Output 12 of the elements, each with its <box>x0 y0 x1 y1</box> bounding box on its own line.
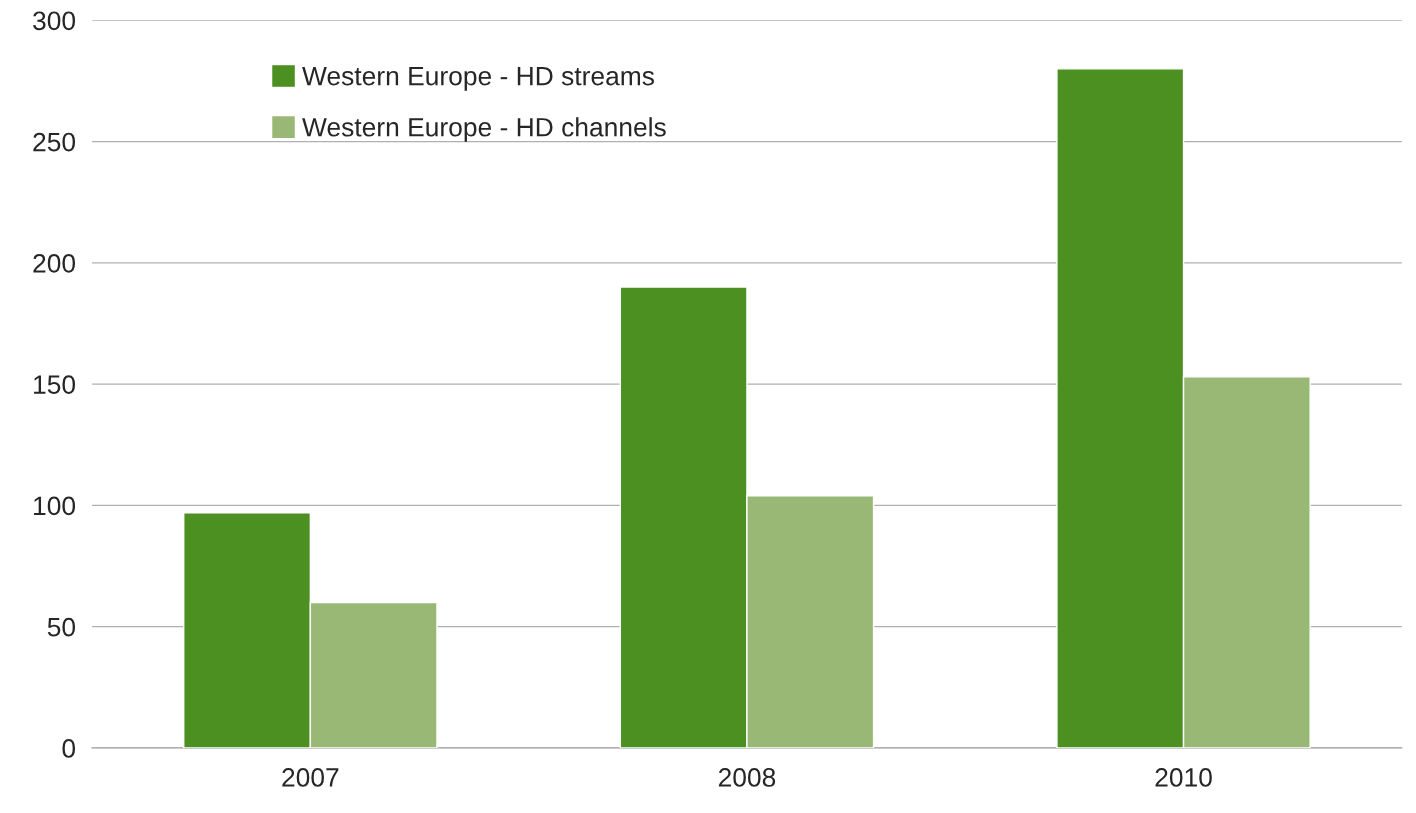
x-tick-label: 2010 <box>1155 768 1212 787</box>
legend-label: Western Europe - HD channels <box>302 117 666 142</box>
legend-label: Western Europe - HD streams <box>302 67 654 91</box>
y-tick-label: 0 <box>62 739 76 758</box>
y-tick-label: 200 <box>33 254 76 273</box>
x-tick-label: 2008 <box>718 768 776 787</box>
y-tick-label: 150 <box>34 375 76 394</box>
y-tick-label: 300 <box>33 11 76 31</box>
y-tick-label: 250 <box>33 132 76 152</box>
y-tick-label: 50 <box>47 617 76 637</box>
y-tick-label: 100 <box>34 496 76 516</box>
x-tick-label: 2007 <box>282 768 339 787</box>
